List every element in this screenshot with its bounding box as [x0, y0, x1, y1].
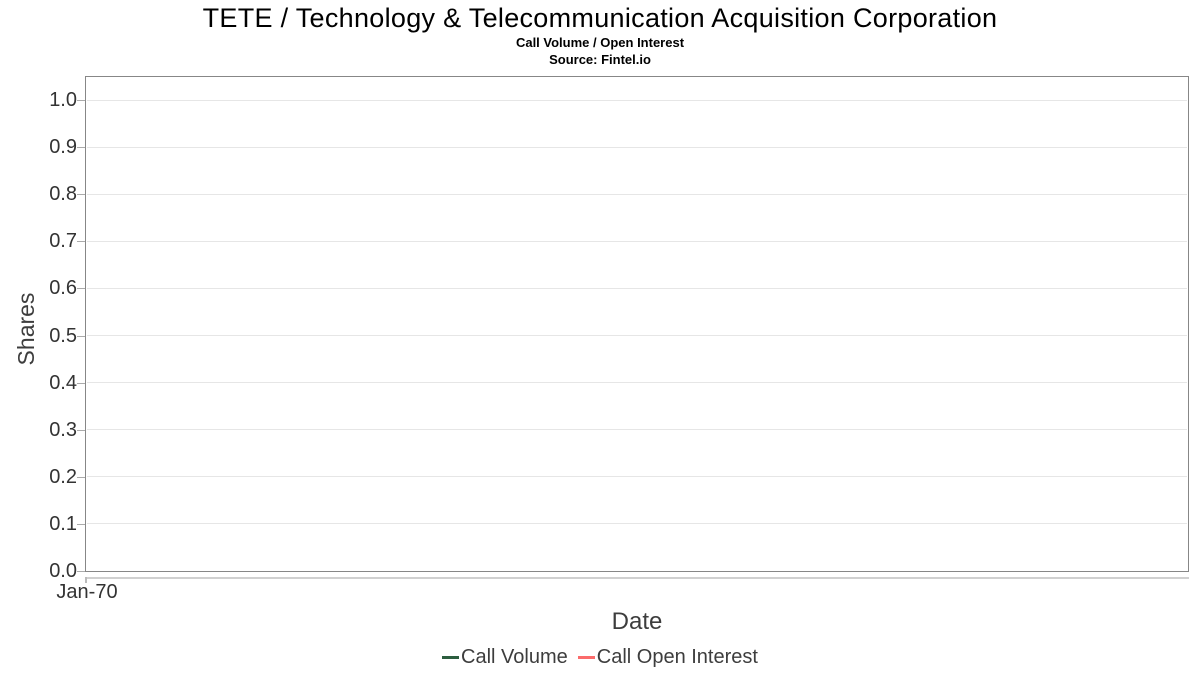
- y-tick-mark: [77, 241, 85, 243]
- legend-series-label: Call Volume: [461, 646, 568, 668]
- y-tick-label: 0.7: [49, 230, 77, 253]
- y-tick-label: 0.8: [49, 183, 77, 206]
- y-tick-label: 0.0: [49, 560, 77, 582]
- y-tick-mark: [77, 288, 85, 290]
- y-tick-label: 0.3: [49, 418, 77, 441]
- legend-series-label: Call Open Interest: [596, 646, 758, 668]
- plot-area: [85, 76, 1189, 572]
- y-gridline: [87, 335, 1187, 336]
- y-tick-label: 1.0: [49, 89, 77, 111]
- legend-series-dash-icon: [577, 656, 595, 659]
- chart-title: TETE / Technology & Telecommunication Ac…: [202, 3, 998, 33]
- legend: Call Volume Call Open Interest: [0, 646, 1200, 669]
- y-tick-label: 0.5: [49, 324, 77, 347]
- y-tick-mark: [77, 429, 85, 431]
- y-gridline: [87, 476, 1187, 478]
- x-tick-label: Jan-70: [56, 581, 118, 603]
- y-gridline: [87, 523, 1187, 525]
- x-axis-title: Date: [611, 608, 663, 635]
- y-tick-mark: [77, 571, 85, 572]
- y-tick-label: 0.6: [49, 277, 77, 300]
- y-tick-mark: [77, 335, 85, 337]
- legend-series-dash-icon: [442, 656, 460, 659]
- y-gridline: [87, 146, 1187, 148]
- y-gridline: [87, 240, 1187, 242]
- x-axis-tick-mark: [85, 577, 87, 583]
- y-gridline: [87, 382, 1187, 384]
- y-axis-title: Shares: [13, 292, 39, 366]
- y-gridline: [87, 287, 1187, 289]
- legend-item[interactable]: Call Volume: [442, 646, 568, 669]
- y-tick-label: 0.2: [49, 465, 77, 488]
- y-tick-label: 0.4: [49, 371, 77, 394]
- y-gridline: [87, 193, 1187, 195]
- y-gridline: [87, 429, 1187, 431]
- y-tick-label: 0.1: [49, 512, 77, 535]
- y-tick-mark: [77, 194, 85, 196]
- chart-source-note: Source: Fintel.io: [549, 52, 651, 67]
- y-tick-mark: [77, 523, 85, 525]
- x-axis-line: [85, 577, 1189, 579]
- y-tick-mark: [77, 382, 85, 384]
- y-tick-label: 0.9: [49, 136, 77, 159]
- chart-subtitle: Call Volume / Open Interest: [515, 35, 685, 50]
- y-tick-mark: [77, 147, 85, 149]
- y-gridline: [87, 99, 1187, 101]
- legend-item[interactable]: Call Open Interest: [577, 646, 758, 669]
- y-tick-mark: [77, 100, 85, 101]
- y-tick-mark: [77, 476, 85, 478]
